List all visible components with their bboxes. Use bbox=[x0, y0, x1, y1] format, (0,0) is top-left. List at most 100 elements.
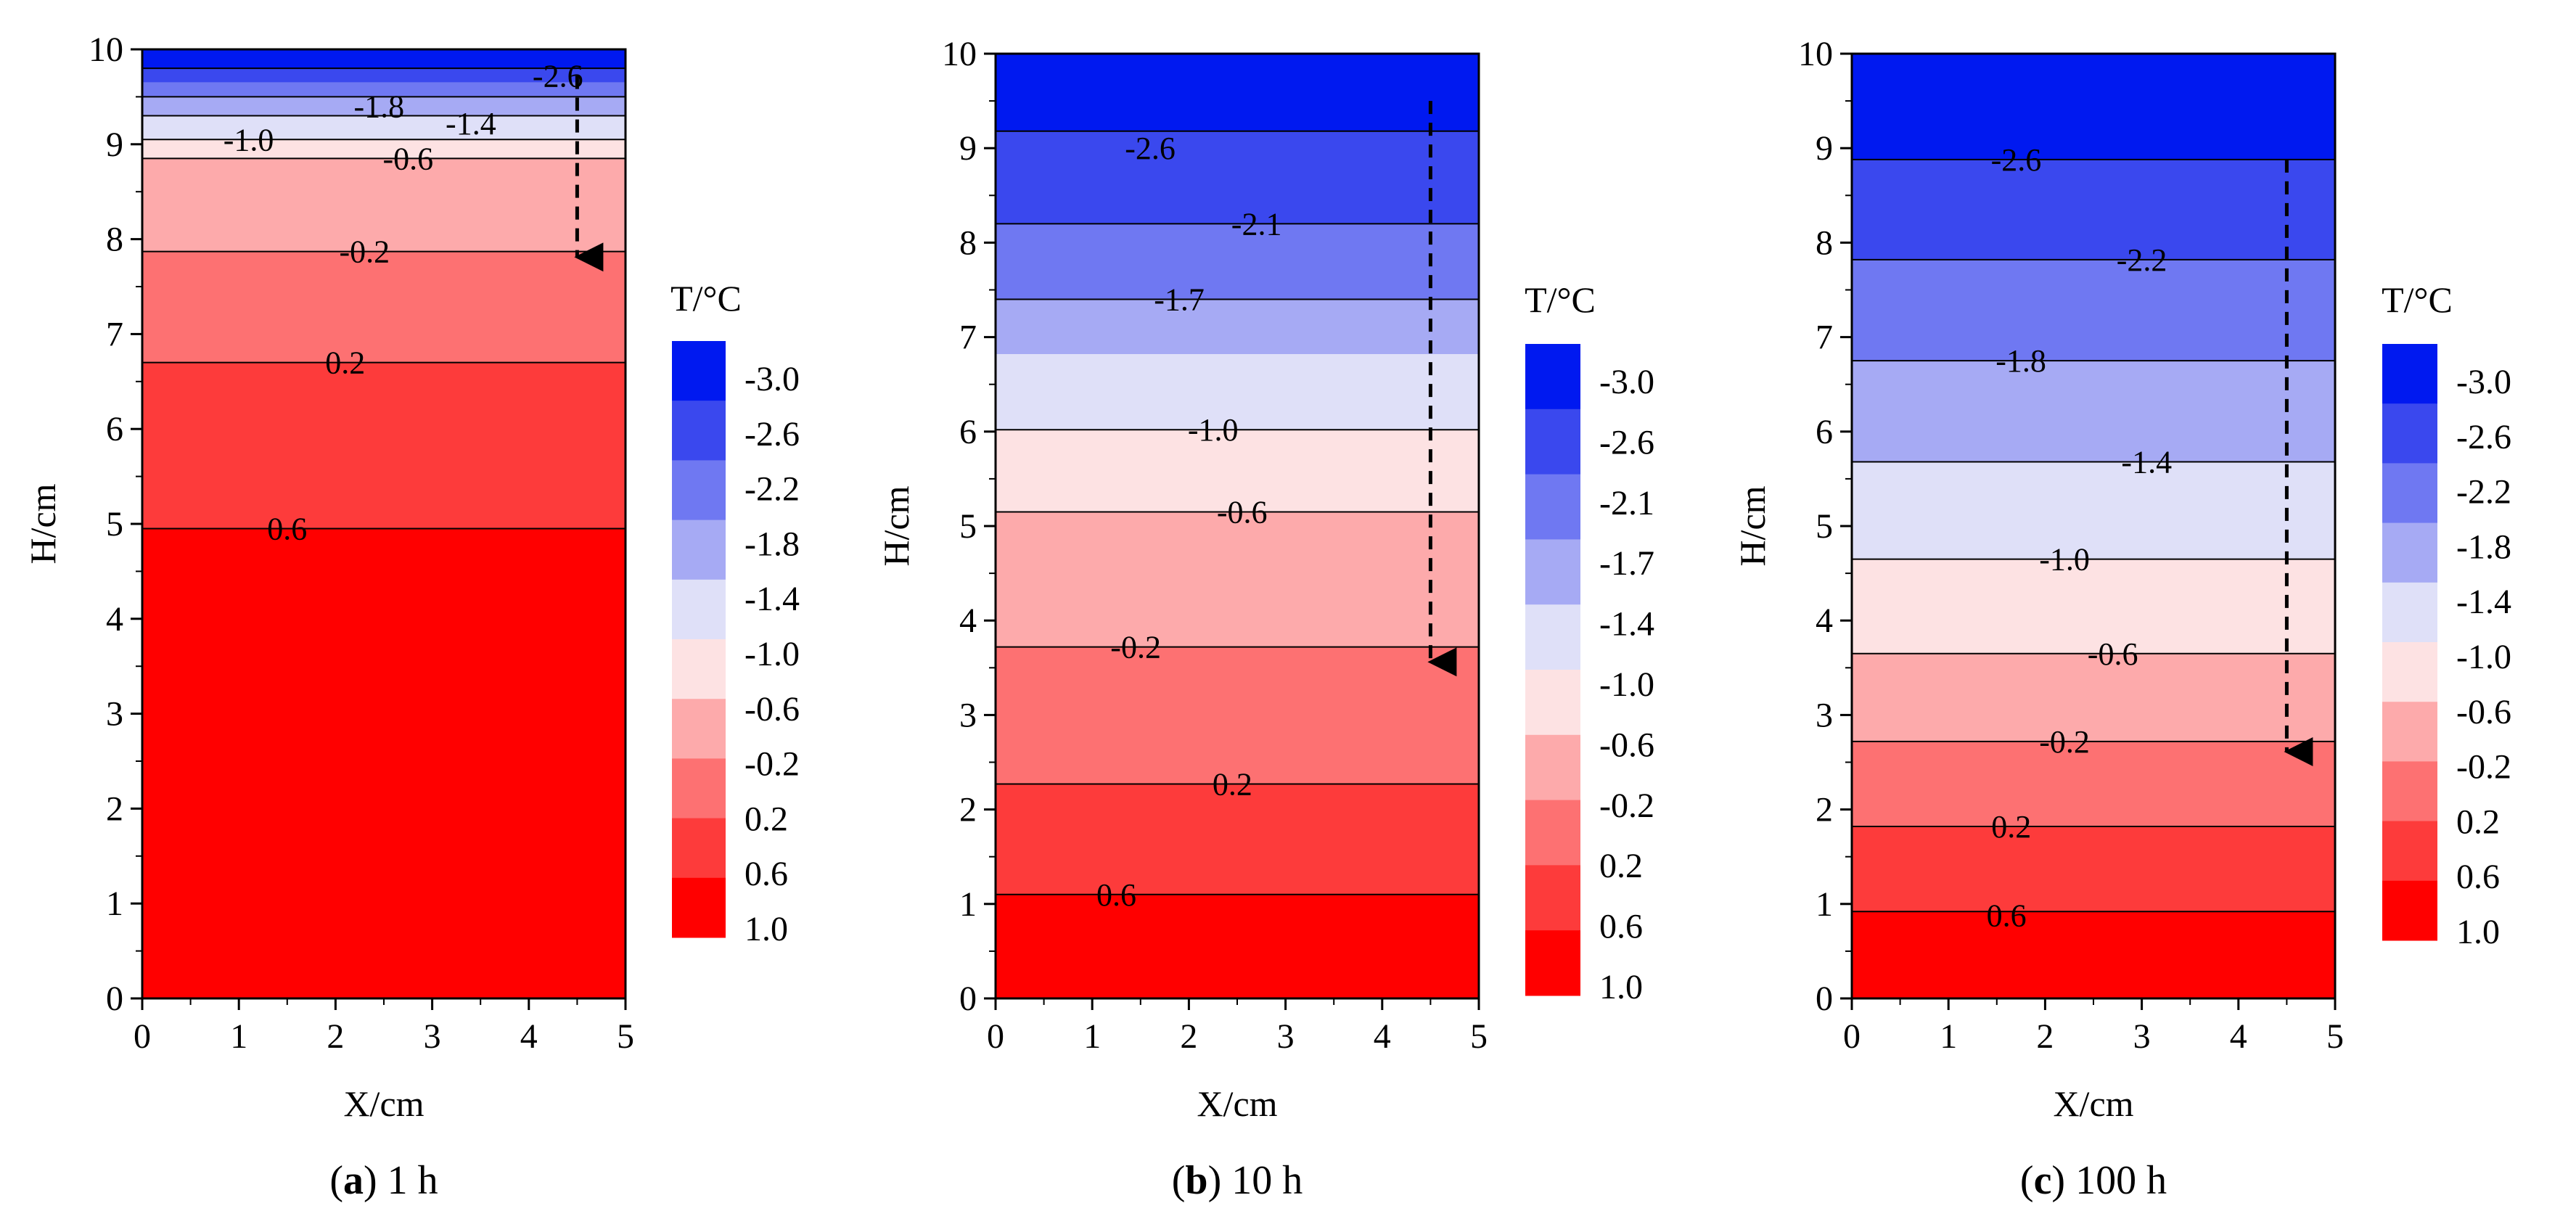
x-tick-label: 5 bbox=[617, 1017, 634, 1056]
temperature-band bbox=[1852, 826, 2335, 912]
x-tick-label: 2 bbox=[327, 1017, 344, 1056]
legend-swatch bbox=[672, 460, 726, 521]
temperature-band bbox=[142, 82, 625, 97]
contour-label: -1.4 bbox=[446, 106, 496, 141]
y-tick-label: 9 bbox=[1816, 129, 1833, 168]
legend-label: -2.6 bbox=[2456, 418, 2511, 456]
y-axis-title: H/cm bbox=[1732, 485, 1773, 566]
legend-swatch bbox=[2382, 642, 2437, 702]
y-tick-label: 9 bbox=[959, 129, 977, 168]
legend-title: T/°C bbox=[670, 278, 742, 319]
caption-paren-close: ) bbox=[1208, 1158, 1232, 1203]
legend-label: -1.0 bbox=[1599, 665, 1654, 704]
legend-label: -2.6 bbox=[1599, 423, 1654, 461]
contour-label: -1.4 bbox=[2121, 444, 2172, 480]
legend-swatch bbox=[1525, 409, 1580, 475]
x-axis-title: X/cm bbox=[2053, 1083, 2133, 1124]
caption-letter: c bbox=[2034, 1158, 2052, 1203]
y-tick-label: 0 bbox=[1816, 980, 1833, 1018]
y-tick-label: 6 bbox=[1816, 413, 1833, 451]
y-tick-label: 4 bbox=[959, 602, 977, 640]
panel-b: -2.6 -2.1 -1.7 -1.0 -0.6 -0.2 0.2 0.6 0 1 2 3 4 5 0 1 2 3… bbox=[876, 35, 1654, 1203]
y-tick-label: 1 bbox=[959, 885, 977, 924]
y-axis-title: H/cm bbox=[22, 483, 63, 564]
temperature-band bbox=[996, 299, 1479, 355]
legend-label: 1.0 bbox=[1599, 968, 1643, 1006]
legend-swatch bbox=[2382, 463, 2437, 524]
temperature-band bbox=[996, 430, 1479, 512]
temperature-band bbox=[142, 68, 625, 83]
contour-label: -2.6 bbox=[1991, 142, 2042, 178]
legend-label: -2.1 bbox=[1599, 484, 1654, 522]
contour-label: -1.0 bbox=[2039, 542, 2090, 578]
y-tick-label: 8 bbox=[959, 223, 977, 262]
temperature-band bbox=[1852, 559, 2335, 654]
contour-label: -0.2 bbox=[340, 234, 390, 270]
legend-swatch bbox=[2382, 582, 2437, 643]
contour-label: 0.2 bbox=[1213, 766, 1252, 802]
legend-label: 0.2 bbox=[2456, 803, 2500, 841]
contour-label: -0.6 bbox=[1217, 494, 1268, 530]
legend-swatch bbox=[672, 818, 726, 879]
temperature-band bbox=[1852, 159, 2335, 260]
panel-c: -2.6 -2.2 -1.8 -1.4 -1.0 -0.6 -0.2 0.2 0.6 0 1 2 3 4 5… bbox=[1732, 35, 2511, 1203]
contour-label: -1.8 bbox=[1995, 343, 2046, 379]
caption-time: 10 h bbox=[1231, 1158, 1303, 1203]
legend-label: -0.2 bbox=[1599, 787, 1654, 825]
legend-swatch bbox=[672, 877, 726, 938]
legend-swatch bbox=[672, 639, 726, 699]
legend-swatch bbox=[2382, 880, 2437, 941]
y-tick-label: 1 bbox=[1816, 885, 1833, 924]
contour-label: -0.6 bbox=[382, 141, 433, 176]
legend-swatch bbox=[2382, 702, 2437, 762]
x-tick-label: 4 bbox=[520, 1017, 538, 1056]
temperature-band bbox=[142, 362, 625, 529]
temperature-band bbox=[1852, 741, 2335, 827]
legend-label: -0.6 bbox=[1599, 726, 1654, 764]
temperature-band bbox=[1852, 911, 2335, 998]
temperature-band bbox=[996, 512, 1479, 647]
y-tick-label: 3 bbox=[1816, 696, 1833, 734]
y-tick-label: 9 bbox=[106, 126, 123, 164]
x-tick-label: 2 bbox=[2036, 1017, 2054, 1056]
x-tick-label: 4 bbox=[1374, 1017, 1391, 1056]
legend-label: 1.0 bbox=[2456, 913, 2500, 951]
legend-label: -0.6 bbox=[2456, 693, 2511, 731]
legend-label: -1.4 bbox=[1599, 605, 1654, 644]
temperature-band bbox=[142, 251, 625, 363]
legend-swatch bbox=[672, 401, 726, 461]
contour-label: -0.2 bbox=[2039, 724, 2090, 760]
legend-label: -1.0 bbox=[2456, 638, 2511, 676]
legend-label: 0.6 bbox=[745, 855, 788, 893]
temperature-band bbox=[1852, 653, 2335, 742]
contour-label: -2.1 bbox=[1231, 206, 1282, 242]
panel-caption: (c) 100 h bbox=[2020, 1158, 2167, 1203]
legend-label: -1.4 bbox=[2456, 583, 2511, 621]
panel-caption: (a) 1 h bbox=[329, 1158, 438, 1203]
y-tick-label: 8 bbox=[106, 221, 123, 259]
temperature-band bbox=[1852, 361, 2335, 462]
y-tick-label: 10 bbox=[1798, 35, 1833, 73]
y-tick-label: 4 bbox=[1816, 602, 1833, 640]
legend-swatch bbox=[672, 699, 726, 759]
caption-paren-close: ) bbox=[2051, 1158, 2075, 1203]
temperature-band bbox=[996, 647, 1479, 784]
legend-label: -1.8 bbox=[2456, 528, 2511, 566]
contour-label: 0.2 bbox=[325, 345, 365, 381]
x-tick-label: 5 bbox=[2326, 1017, 2344, 1056]
contour-label: -0.2 bbox=[1110, 630, 1161, 665]
legend-label: -3.0 bbox=[2456, 363, 2511, 401]
caption-letter: b bbox=[1185, 1158, 1207, 1203]
y-tick-label: 7 bbox=[106, 315, 123, 353]
legend-label: 1.0 bbox=[745, 910, 788, 948]
legend-swatch bbox=[1525, 474, 1580, 540]
x-tick-label: 1 bbox=[1940, 1017, 1957, 1056]
legend-label: -2.2 bbox=[2456, 473, 2511, 512]
caption-paren-open: ( bbox=[329, 1158, 343, 1203]
legend-swatch bbox=[1525, 670, 1580, 736]
y-tick-label: 7 bbox=[959, 319, 977, 357]
y-tick-label: 1 bbox=[106, 885, 123, 923]
y-tick-label: 5 bbox=[106, 505, 123, 543]
legend-label: -3.0 bbox=[745, 360, 800, 398]
x-tick-label: 3 bbox=[424, 1017, 441, 1056]
